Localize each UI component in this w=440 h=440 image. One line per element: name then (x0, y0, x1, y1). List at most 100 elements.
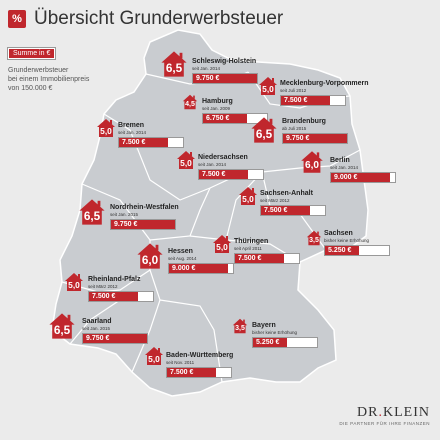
state-since: seit Aug. 2014 (168, 256, 197, 261)
house-icon (137, 243, 163, 269)
state-since: seit April 2011 (234, 246, 262, 251)
tax-rate-label: 6,5 (83, 209, 101, 223)
state-info-niedersachsen: Niedersachsen seit Jan. 2014 7.500 € (198, 154, 264, 180)
state-house-hamburg: 4,5 (182, 94, 198, 110)
house-icon (97, 119, 115, 137)
amount-bar: 7.500 € (166, 367, 232, 378)
house-icon (145, 347, 163, 365)
state-since: seit Nov. 2011 (166, 360, 195, 365)
house-icon (306, 230, 322, 246)
amount-bar: 6.750 € (202, 113, 268, 124)
state-info-berlin: Berlin seit Jan. 2014 9.000 € (330, 157, 396, 183)
state-name: Sachsen (324, 230, 353, 237)
amount-label: 7.500 € (202, 171, 226, 178)
amount-bar: 7.500 € (234, 253, 300, 264)
tax-rate-label: 6,0 (304, 160, 319, 172)
state-since: seit März 2012 (260, 198, 290, 203)
legend-note: Grunderwerbsteuer bei einem Immobilienpr… (8, 67, 90, 92)
tax-rate-label: 3,5 (235, 324, 245, 332)
state-name: Hamburg (202, 98, 233, 105)
state-name: Hessen (168, 248, 193, 255)
state-name: Thüringen (234, 238, 269, 245)
amount-label: 7.500 € (92, 293, 116, 300)
amount-label: 9.750 € (86, 335, 110, 342)
state-name: Rheinland-Pfalz (88, 276, 141, 283)
house-icon (49, 313, 75, 339)
state-name: Niedersachsen (198, 154, 248, 161)
house-icon (79, 199, 105, 225)
amount-bar-fill (261, 206, 311, 215)
state-house-baden-wuerttemberg: 5,0 (144, 346, 164, 366)
amount-bar-fill (111, 220, 175, 229)
amount-bar: 7.500 € (260, 205, 326, 216)
amount-bar: 7.500 € (198, 169, 264, 180)
page-title: Übersicht Grunderwerbsteuer (34, 8, 284, 29)
amount-label: 5.250 € (256, 339, 280, 346)
state-since: seit Jan. 2014 (198, 162, 227, 167)
amount-bar: 7.500 € (88, 291, 154, 302)
house-icon (177, 151, 195, 169)
tax-rate-label: 3,5 (309, 236, 319, 244)
amount-label: 7.500 € (238, 255, 262, 262)
amount-bar-fill (283, 134, 347, 143)
state-since: seit Juli 2012 (280, 88, 307, 93)
tax-rate-label: 6,0 (141, 253, 159, 267)
amount-bar-fill (169, 264, 229, 273)
amount-bar: 5.250 € (324, 245, 390, 256)
state-name: Mecklenburg-Vorpommern (280, 80, 369, 87)
tax-rate-label: 6,5 (165, 61, 183, 75)
state-info-baden-wuerttemberg: Baden-Württemberg seit Nov. 2011 7.500 € (166, 352, 233, 378)
amount-bar-fill (193, 74, 257, 83)
tax-rate-label: 5,0 (148, 354, 160, 365)
tax-rate-label: 4,5 (185, 100, 195, 108)
state-since: seit Jan. 2014 (192, 66, 221, 71)
state-name: Brandenburg (282, 118, 326, 125)
amount-bar-fill (89, 292, 139, 301)
amount-bar: 7.500 € (280, 95, 346, 106)
amount-label: 9.750 € (286, 135, 310, 142)
state-since: seit Jan. 2014 (118, 130, 147, 135)
state-info-brandenburg: Brandenburg ab Juli 2015 9.750 € (282, 118, 348, 144)
state-house-hessen: 6,0 (136, 242, 164, 270)
percent-icon: % (8, 10, 26, 28)
brand-logo: DR.KLEIN DIE PARTNER FÜR IHRE FINANZEN (339, 405, 430, 426)
state-house-mecklenburg-vorpommern: 5,0 (258, 76, 278, 96)
state-name: Nordrhein-Westfalen (110, 204, 179, 211)
amount-bar: 9.000 € (168, 263, 234, 274)
state-house-schleswig-holstein: 6,5 (160, 50, 188, 78)
amount-bar-fill (235, 254, 285, 263)
amount-label: 9.000 € (172, 265, 196, 272)
amount-bar: 9.750 € (282, 133, 348, 144)
state-name: Bayern (252, 322, 276, 329)
tax-rate-label: 5,0 (180, 158, 192, 169)
amount-label: 6.750 € (206, 115, 230, 122)
amount-bar-fill (281, 96, 331, 105)
state-name: Schleswig-Holstein (192, 58, 257, 65)
amount-bar: 7.500 € (118, 137, 184, 148)
tax-rate-label: 5,0 (68, 280, 80, 291)
state-name: Bremen (118, 122, 145, 129)
amount-label: 7.500 € (170, 369, 194, 376)
house-icon (161, 51, 187, 77)
house-icon (239, 187, 257, 205)
state-since: seit Jan. 2015 (82, 326, 111, 331)
house-icon (232, 318, 248, 334)
state-info-nordrhein-westfalen: Nordrhein-Westfalen seit Jan. 2015 9.750 € (110, 204, 179, 230)
amount-bar-fill (167, 368, 217, 377)
amount-bar: 9.750 € (110, 219, 176, 230)
amount-label: 7.500 € (284, 97, 308, 104)
amount-bar: 5.250 € (252, 337, 318, 348)
amount-bar-fill (199, 170, 249, 179)
state-info-hamburg: Hamburg seit Jan. 2009 6.750 € (202, 98, 268, 124)
legend: Summe in € Grunderwerbsteuer bei einem I… (8, 42, 128, 93)
amount-bar: 9.000 € (330, 172, 396, 183)
amount-label: 9.000 € (334, 174, 358, 181)
state-house-brandenburg: 6,5 (250, 116, 278, 144)
house-icon (251, 117, 277, 143)
amount-bar-fill (253, 338, 288, 347)
state-info-schleswig-holstein: Schleswig-Holstein seit Jan. 2014 9.750 € (192, 58, 258, 84)
state-name: Baden-Württemberg (166, 352, 234, 359)
state-name: Saarland (82, 318, 112, 325)
tax-rate-label: 6,5 (53, 323, 71, 337)
